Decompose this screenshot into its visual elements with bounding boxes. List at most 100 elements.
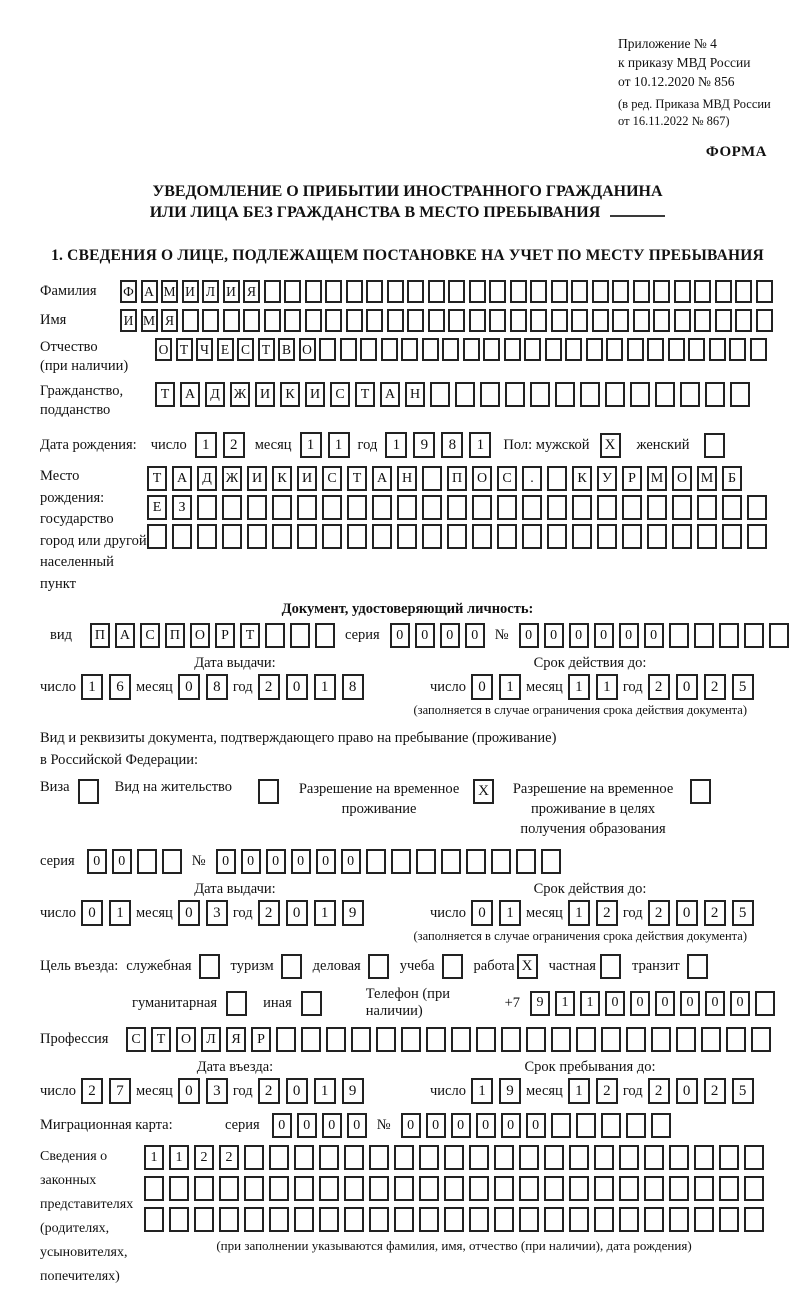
char-box[interactable]: 0 <box>296 1113 317 1138</box>
char-box[interactable] <box>571 280 588 303</box>
char-box[interactable] <box>694 1207 714 1232</box>
char-box[interactable]: 0 <box>340 849 361 874</box>
char-box[interactable] <box>515 849 536 874</box>
char-box[interactable] <box>722 495 742 520</box>
char-box[interactable] <box>322 495 342 520</box>
char-box[interactable] <box>619 1207 639 1232</box>
char-box[interactable]: С <box>330 382 350 407</box>
char-box[interactable]: З <box>172 495 192 520</box>
char-box[interactable] <box>380 338 398 361</box>
char-box[interactable] <box>376 1027 396 1052</box>
char-box[interactable]: А <box>372 466 392 491</box>
char-box[interactable] <box>735 280 752 303</box>
char-box[interactable] <box>612 280 629 303</box>
char-box[interactable]: 0 <box>240 849 261 874</box>
char-box[interactable] <box>366 309 383 332</box>
char-box[interactable] <box>219 1207 239 1232</box>
char-box[interactable] <box>397 524 417 549</box>
char-box[interactable] <box>705 382 725 407</box>
char-box[interactable]: 0 <box>593 623 614 648</box>
char-box[interactable]: О <box>189 623 210 648</box>
char-box[interactable] <box>735 309 752 332</box>
char-box[interactable] <box>444 1145 464 1170</box>
char-box[interactable] <box>344 1207 364 1232</box>
char-box[interactable] <box>181 309 199 332</box>
char-box[interactable]: К <box>280 382 300 407</box>
char-box[interactable] <box>344 1176 364 1201</box>
char-box[interactable]: 1 <box>313 900 336 926</box>
char-box[interactable]: Т <box>175 338 193 361</box>
char-box[interactable] <box>647 338 664 361</box>
purpose-other-checkbox[interactable] <box>300 990 322 1016</box>
char-box[interactable] <box>673 280 691 303</box>
char-box[interactable] <box>749 338 767 361</box>
char-box[interactable]: 2 <box>703 1078 726 1104</box>
char-box[interactable] <box>243 309 260 332</box>
char-box[interactable]: 0 <box>630 990 650 1016</box>
char-box[interactable] <box>304 280 322 303</box>
char-box[interactable]: 0 <box>680 990 700 1016</box>
char-box[interactable]: 2 <box>647 1078 670 1104</box>
char-box[interactable] <box>419 1145 439 1170</box>
temp-residence-checkbox[interactable]: X <box>473 779 495 804</box>
char-box[interactable]: 0 <box>525 1113 546 1138</box>
char-box[interactable] <box>632 309 650 332</box>
char-box[interactable]: 1 <box>595 674 618 700</box>
residence-permit-checkbox[interactable] <box>258 779 280 804</box>
char-box[interactable] <box>344 1145 364 1170</box>
char-box[interactable] <box>644 1207 664 1232</box>
char-box[interactable] <box>489 309 506 332</box>
char-box[interactable]: 0 <box>450 1113 471 1138</box>
char-box[interactable]: 0 <box>464 623 485 648</box>
char-box[interactable] <box>326 1027 346 1052</box>
char-box[interactable] <box>294 1176 314 1201</box>
char-box[interactable]: 3 <box>205 1078 228 1104</box>
char-box[interactable]: Д <box>205 382 225 407</box>
char-box[interactable] <box>369 1207 389 1232</box>
char-box[interactable] <box>394 1145 414 1170</box>
char-box[interactable] <box>744 1176 764 1201</box>
char-box[interactable]: Т <box>147 466 167 491</box>
char-box[interactable] <box>547 495 567 520</box>
char-box[interactable] <box>494 1176 514 1201</box>
char-box[interactable] <box>585 338 603 361</box>
char-box[interactable]: Ж <box>222 466 242 491</box>
representatives-row2-boxes[interactable] <box>144 1176 764 1201</box>
char-box[interactable] <box>644 1145 664 1170</box>
char-box[interactable] <box>719 1207 739 1232</box>
char-box[interactable] <box>751 1027 771 1052</box>
char-box[interactable] <box>605 382 625 407</box>
char-box[interactable] <box>594 1207 614 1232</box>
char-box[interactable] <box>319 1145 339 1170</box>
char-box[interactable] <box>468 280 486 303</box>
char-box[interactable]: 1 <box>498 900 521 926</box>
char-box[interactable] <box>526 1027 546 1052</box>
char-box[interactable] <box>730 382 750 407</box>
char-box[interactable]: 5 <box>731 674 754 700</box>
char-box[interactable]: 1 <box>567 674 590 700</box>
char-box[interactable]: 0 <box>518 623 539 648</box>
char-box[interactable] <box>672 495 692 520</box>
char-box[interactable]: 5 <box>731 1078 754 1104</box>
char-box[interactable] <box>272 524 292 549</box>
char-box[interactable]: Ф <box>120 280 137 303</box>
char-box[interactable]: 0 <box>177 900 200 926</box>
char-box[interactable] <box>144 1176 164 1201</box>
char-box[interactable]: А <box>114 623 135 648</box>
char-box[interactable] <box>719 1176 739 1201</box>
char-box[interactable] <box>319 338 336 361</box>
char-box[interactable] <box>497 495 517 520</box>
char-box[interactable]: 2 <box>257 900 280 926</box>
char-box[interactable]: 0 <box>285 900 308 926</box>
char-box[interactable] <box>222 495 242 520</box>
char-box[interactable] <box>714 309 732 332</box>
char-box[interactable] <box>509 280 527 303</box>
